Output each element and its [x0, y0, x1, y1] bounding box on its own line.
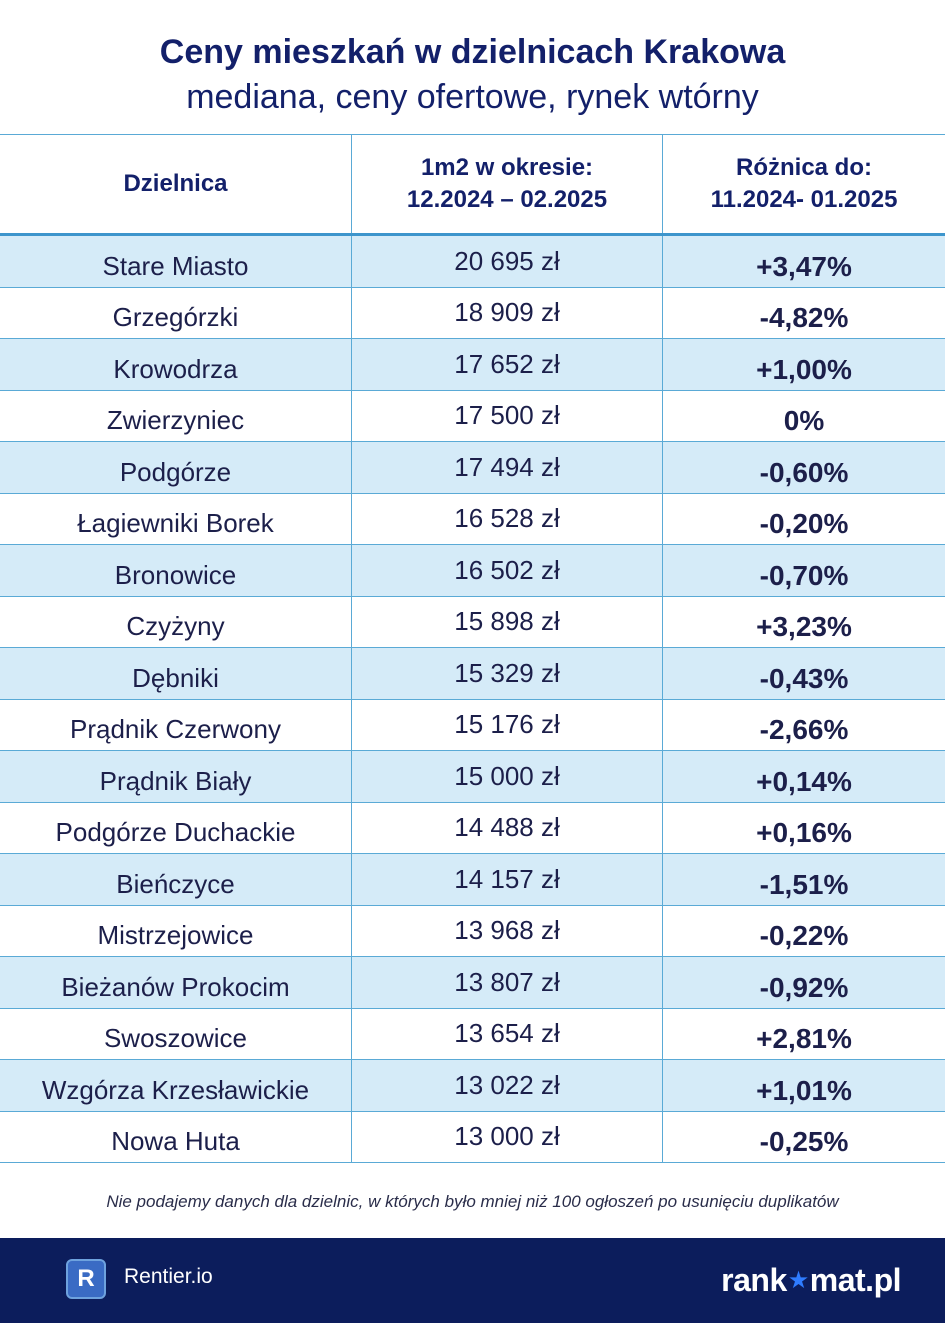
rankomat-logo: rank ★ mat.pl	[721, 1262, 901, 1299]
column-header-price-line2: 12.2024 – 02.2025	[406, 186, 608, 213]
cell-diff: -0,43%	[759, 662, 849, 694]
cell-price: 13 654 zł	[352, 1008, 663, 1059]
cell-diff: -0,92%	[759, 971, 849, 1003]
rentier-logo-icon: R	[66, 1259, 106, 1299]
star-icon: ★	[787, 1267, 810, 1294]
cell-price: 14 157 zł	[352, 854, 663, 905]
cell-price: 17 500 zł	[352, 390, 663, 441]
column-header-price-line1: 1m2 w okresie:	[420, 154, 594, 181]
footer-bar: R Rentier.io rank ★ mat.pl	[0, 1238, 945, 1323]
cell-price: 20 695 zł	[352, 236, 663, 287]
table-row: Mistrzejowice 13 968 zł -0,22%	[0, 905, 945, 957]
table-row: Wzgórza Krzesławickie 13 022 zł +1,01%	[0, 1060, 945, 1112]
column-header-diff-line1: Różnica do:	[736, 154, 872, 181]
table-row: Bieńczyce 14 157 zł -1,51%	[0, 854, 945, 906]
page-title: Ceny mieszkań w dzielnicach Krakowa	[159, 33, 786, 71]
cell-diff: -0,25%	[759, 1126, 849, 1157]
cell-diff: -2,66%	[759, 714, 849, 745]
rankomat-logo-pre: rank	[721, 1262, 787, 1298]
table-row: Krowodrza 17 652 zł +1,00%	[0, 339, 945, 391]
cell-price: 13 968 zł	[352, 905, 663, 956]
table-row: Prądnik Biały 15 000 zł +0,14%	[0, 751, 945, 803]
cell-district: Stare Miasto	[0, 236, 352, 287]
cell-diff: +2,81%	[756, 1023, 852, 1054]
cell-diff: -0,22%	[759, 920, 849, 951]
cell-price: 15 898 zł	[352, 596, 663, 647]
cell-district: Dębniki	[0, 648, 352, 699]
cell-price: 17 652 zł	[352, 339, 663, 390]
cell-price: 17 494 zł	[352, 442, 663, 493]
cell-diff: -0,20%	[759, 508, 849, 539]
cell-district: Swoszowice	[0, 1008, 352, 1059]
cell-diff: -1,51%	[759, 868, 849, 900]
cell-district: Podgórze Duchackie	[0, 802, 352, 853]
page-subtitle: mediana, ceny ofertowe, rynek wtórny	[186, 78, 759, 116]
cell-district: Bronowice	[0, 545, 352, 596]
cell-diff: -0,70%	[759, 559, 849, 591]
cell-district: Bieńczyce	[0, 854, 352, 905]
cell-district: Grzegórzki	[0, 287, 352, 338]
footnote: Nie podajemy danych dla dzielnic, w któr…	[106, 1192, 839, 1211]
cell-diff: +1,01%	[756, 1074, 852, 1106]
table-row: Stare Miasto 20 695 zł +3,47%	[0, 236, 945, 288]
cell-diff: +3,47%	[756, 250, 852, 282]
column-header-district: Dzielnica	[0, 135, 352, 233]
cell-district: Nowa Huta	[0, 1111, 352, 1162]
cell-district: Zwierzyniec	[0, 390, 352, 441]
cell-diff: 0%	[783, 405, 825, 436]
rankomat-logo-post: mat.pl	[809, 1262, 902, 1298]
cell-price: 13 807 zł	[352, 957, 663, 1008]
table-row: Podgórze 17 494 zł -0,60%	[0, 442, 945, 494]
column-header-diff-line2: 11.2024- 01.2025	[710, 186, 898, 213]
cell-price: 13 000 zł	[352, 1111, 663, 1162]
header: Ceny mieszkań w dzielnicach Krakowa medi…	[0, 0, 945, 134]
table-row: Prądnik Czerwony 15 176 zł -2,66%	[0, 699, 945, 751]
cell-diff: -4,82%	[759, 302, 849, 333]
table-row: Zwierzyniec 17 500 zł 0%	[0, 390, 945, 442]
cell-price: 15 000 zł	[352, 751, 663, 802]
table-row: Czyżyny 15 898 zł +3,23%	[0, 596, 945, 648]
cell-district: Łagiewniki Borek	[0, 493, 352, 544]
cell-district: Bieżanów Prokocim	[0, 957, 352, 1008]
cell-district: Krowodrza	[0, 339, 352, 390]
cell-price: 15 176 zł	[352, 699, 663, 750]
table-row: Dębniki 15 329 zł -0,43%	[0, 648, 945, 700]
rentier-name: Rentier.io	[124, 1265, 213, 1288]
prices-table: Dzielnica 1m2 w okresie: 12.2024 – 02.20…	[0, 134, 945, 1163]
cell-price: 16 528 zł	[352, 493, 663, 544]
cell-diff: +0,14%	[756, 765, 852, 797]
table-body: Stare Miasto 20 695 zł +3,47% Grzegórzki 18 …	[0, 236, 945, 1163]
table-header: Dzielnica 1m2 w okresie: 12.2024 – 02.20…	[0, 135, 945, 236]
column-header-diff: Różnica do: 11.2024- 01.2025	[663, 135, 945, 233]
cell-district: Czyżyny	[0, 596, 352, 647]
cell-district: Wzgórza Krzesławickie	[0, 1060, 352, 1111]
table-row: Grzegórzki 18 909 zł -4,82%	[0, 287, 945, 339]
cell-diff: -0,60%	[759, 456, 849, 488]
cell-price: 13 022 zł	[352, 1060, 663, 1111]
cell-district: Podgórze	[0, 442, 352, 493]
cell-district: Mistrzejowice	[0, 905, 352, 956]
cell-price: 14 488 zł	[352, 802, 663, 853]
table-row: Podgórze Duchackie 14 488 zł +0,16%	[0, 802, 945, 854]
cell-price: 16 502 zł	[352, 545, 663, 596]
cell-district: Prądnik Czerwony	[0, 699, 352, 750]
cell-district: Prądnik Biały	[0, 751, 352, 802]
column-header-price: 1m2 w okresie: 12.2024 – 02.2025	[352, 135, 663, 233]
table-row: Bronowice 16 502 zł -0,70%	[0, 545, 945, 597]
cell-diff: +3,23%	[756, 611, 852, 642]
table-row: Nowa Huta 13 000 zł -0,25%	[0, 1111, 945, 1163]
table-row: Swoszowice 13 654 zł +2,81%	[0, 1008, 945, 1060]
cell-price: 18 909 zł	[352, 287, 663, 338]
cell-diff: +1,00%	[756, 353, 852, 385]
table-row: Łagiewniki Borek 16 528 zł -0,20%	[0, 493, 945, 545]
table-row: Bieżanów Prokocim 13 807 zł -0,92%	[0, 957, 945, 1009]
cell-price: 15 329 zł	[352, 648, 663, 699]
cell-diff: +0,16%	[756, 817, 852, 848]
